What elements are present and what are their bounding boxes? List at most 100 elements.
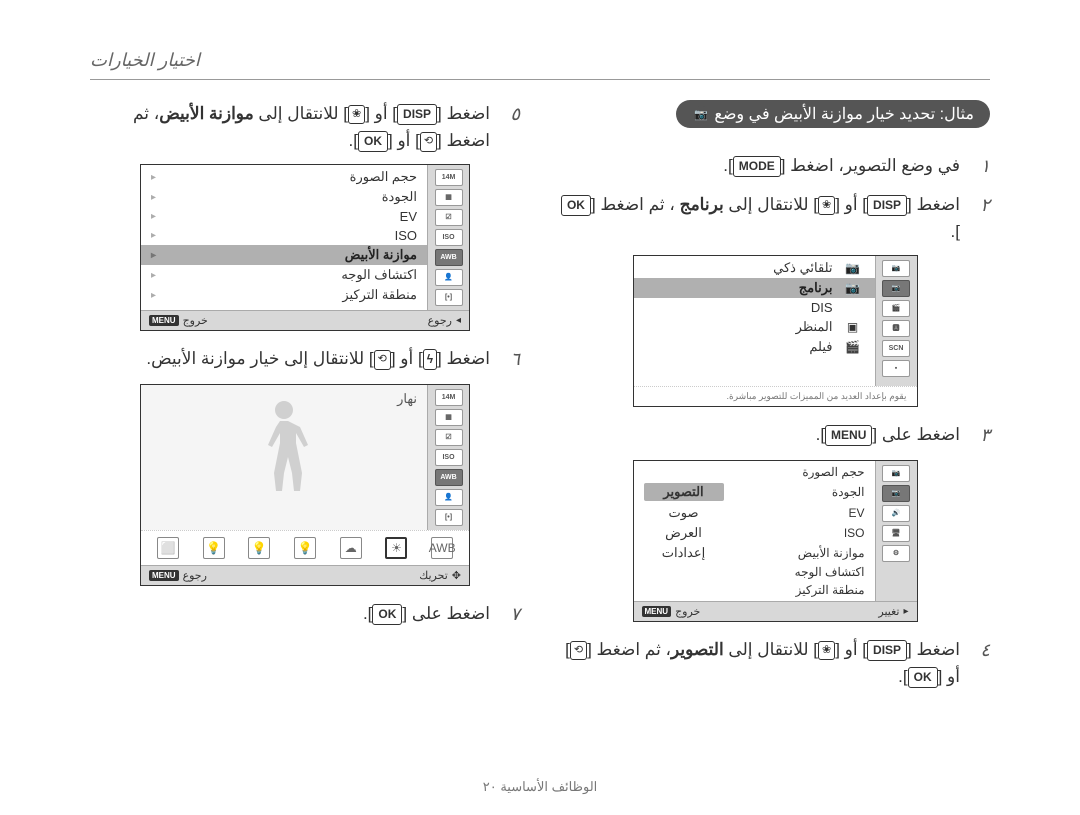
menu-footer-change: ▸تغيير (878, 605, 908, 618)
step: ٦اضغط [ϟ] أو [⟲] للانتقال إلى خيار موازن… (90, 345, 520, 374)
keycap-ok: OK (372, 604, 402, 625)
keycap-mode: MODE (733, 156, 781, 177)
screen-modes: 📷📷🎬🅰SCN▪ 📷تلقائي ذكي📷برنامج DIS▣المنظر🎬ف… (633, 255, 918, 407)
wb-swatch: ☁ (340, 537, 362, 559)
mode-side-icon: 🎬 (882, 300, 910, 317)
footer-back: ◂رجوع (428, 314, 461, 327)
keycap-menu: MENU (825, 425, 872, 446)
timer-icon: ⟲ (570, 641, 587, 661)
settings-row: اكتشاف الوجه▸ (141, 265, 427, 285)
settings-row: حجم الصورة▸ (141, 167, 427, 187)
mode-row: 📷تلقائي ذكي (634, 258, 875, 278)
screen-white-balance: 14M ▦ ☑ ISO AWB 👤 [•] نهار AWB ☀ ☁ 💡 💡 💡 ⬜ ✥تحريك رج… (140, 384, 470, 586)
step: ٤اضغط [DISP] أو [❀] للانتقال إلى التصوير… (560, 636, 990, 690)
menu-side-icon: 🔊 (882, 505, 910, 522)
daylight-label: نهار (397, 391, 417, 407)
mode-side-icon: 🅰 (882, 320, 910, 337)
steps-left-1: ٥اضغط [DISP] أو [❀] للانتقال إلى موازنة … (90, 100, 520, 154)
macro-icon: ❀ (818, 641, 835, 661)
mode-row: DIS (634, 298, 875, 317)
mode-side-icon: 📷 (882, 280, 910, 297)
screen-menu: 📷📷🔊🖥⚙ حجم الصورةالجودةالتصويرEVصوتISOالع… (633, 460, 918, 622)
steps-left-3: ٧اضغط على [OK]. (90, 600, 520, 629)
mode-side-icon: ▪ (882, 360, 910, 377)
macro-icon: ❀ (348, 105, 365, 125)
screen-settings: 14M ▦ ☑ ISO AWB 👤 [•] حجم الصورة▸الجودة▸EV▸ISO… (140, 164, 470, 331)
menu-row: الجودةالتصوير (634, 481, 875, 503)
keycap-ok: OK (561, 195, 591, 216)
menu-row: منطقة التركيز (634, 581, 875, 599)
menu-side-icon: 📷 (882, 485, 910, 502)
wb-swatch: 💡 (248, 537, 270, 559)
wb-swatch: 💡 (203, 537, 225, 559)
mode-row: 🎬فيلم (634, 337, 875, 357)
mode-side-icon: 📷 (882, 260, 910, 277)
steps-right-2: ٣اضغط على [MENU]. (560, 421, 990, 450)
mode-side-icon: SCN (882, 340, 910, 357)
settings-row: ISO▸ (141, 226, 427, 245)
menu-side-icon: 🖥 (882, 525, 910, 542)
example-badge: مثال: تحديد خيار موازنة الأبيض في وضع 📷 (676, 100, 990, 128)
camera-icon: 📷 (692, 106, 710, 124)
settings-side-icon: ▦ (435, 189, 463, 206)
flash-icon: ϟ (423, 349, 437, 370)
keycap-disp: DISP (867, 195, 907, 216)
step-number: ٧ (502, 600, 520, 629)
modes-hint: يقوم بإعداد العديد من المميزات للتصوير م… (634, 386, 917, 406)
wb-swatch: 💡 (294, 537, 316, 559)
footer-move: ✥تحريك (419, 569, 461, 582)
menu-side-icon: 📷 (882, 465, 910, 482)
settings-side-icon: ☑ (435, 209, 463, 226)
keycap-ok: OK (358, 131, 388, 152)
timer-icon: ⟲ (374, 350, 391, 370)
settings-side-icon: [•] (435, 289, 463, 306)
step-number: ٤ (972, 636, 990, 690)
settings-side-icon: 👤 (435, 269, 463, 286)
step: ٢اضغط [DISP] أو [❀] للانتقال إلى برنامج … (560, 191, 990, 245)
step: ٥اضغط [DISP] أو [❀] للانتقال إلى موازنة … (90, 100, 520, 154)
keycap-ok: OK (908, 667, 938, 688)
menu-row: حجم الصورة (634, 463, 875, 481)
settings-side-icon: AWB (435, 249, 463, 266)
step: ٣اضغط على [MENU]. (560, 421, 990, 450)
step-number: ٥ (502, 100, 520, 154)
macro-icon: ❀ (818, 196, 835, 216)
steps-right-1: ١في وضع التصوير، اضغط [MODE]. ٢اضغط [DISP… (560, 152, 990, 245)
steps-left-2: ٦اضغط [ϟ] أو [⟲] للانتقال إلى خيار موازن… (90, 345, 520, 374)
step-number: ٦ (502, 345, 520, 374)
wb-swatch: AWB (431, 537, 453, 559)
silhouette-icon (249, 393, 319, 493)
steps-right-3: ٤اضغط [DISP] أو [❀] للانتقال إلى التصوير… (560, 636, 990, 690)
settings-side-icon: ISO (435, 229, 463, 246)
keycap-disp: DISP (397, 104, 437, 125)
wb-side-icon: ISO (435, 449, 463, 466)
wb-side-icon: ☑ (435, 429, 463, 446)
wb-side-icon: 👤 (435, 489, 463, 506)
right-column: مثال: تحديد خيار موازنة الأبيض في وضع 📷 … (560, 100, 990, 700)
footer-back-wb: رجوعMENU (149, 569, 207, 582)
settings-row: EV▸ (141, 207, 427, 226)
wb-swatch: ⬜ (157, 537, 179, 559)
step-number: ٣ (972, 421, 990, 450)
step-number: ١ (972, 152, 990, 181)
wb-swatch: ☀ (385, 537, 407, 559)
step: ١في وضع التصوير، اضغط [MODE]. (560, 152, 990, 181)
mode-row: 📷برنامج (634, 278, 875, 298)
settings-side-icon: 14M (435, 169, 463, 186)
menu-row: EVصوت (634, 503, 875, 523)
wb-swatches: AWB ☀ ☁ 💡 💡 💡 ⬜ (141, 530, 469, 565)
step: ٧اضغط على [OK]. (90, 600, 520, 629)
wb-side-icon: AWB (435, 469, 463, 486)
step-number: ٢ (972, 191, 990, 245)
wb-side-icon: 14M (435, 389, 463, 406)
menu-row: ISOالعرض (634, 523, 875, 543)
left-column: ٥اضغط [DISP] أو [❀] للانتقال إلى موازنة … (90, 100, 520, 700)
wb-side-icon: [•] (435, 509, 463, 526)
wb-side-icon: ▦ (435, 409, 463, 426)
settings-row: منطقة التركيز▸ (141, 285, 427, 305)
menu-row: اكتشاف الوجه (634, 563, 875, 581)
keycap-disp: DISP (867, 640, 907, 661)
settings-row: موازنة الأبيض▸ (141, 245, 427, 265)
timer-icon: ⟲ (420, 132, 437, 152)
settings-row: الجودة▸ (141, 187, 427, 207)
